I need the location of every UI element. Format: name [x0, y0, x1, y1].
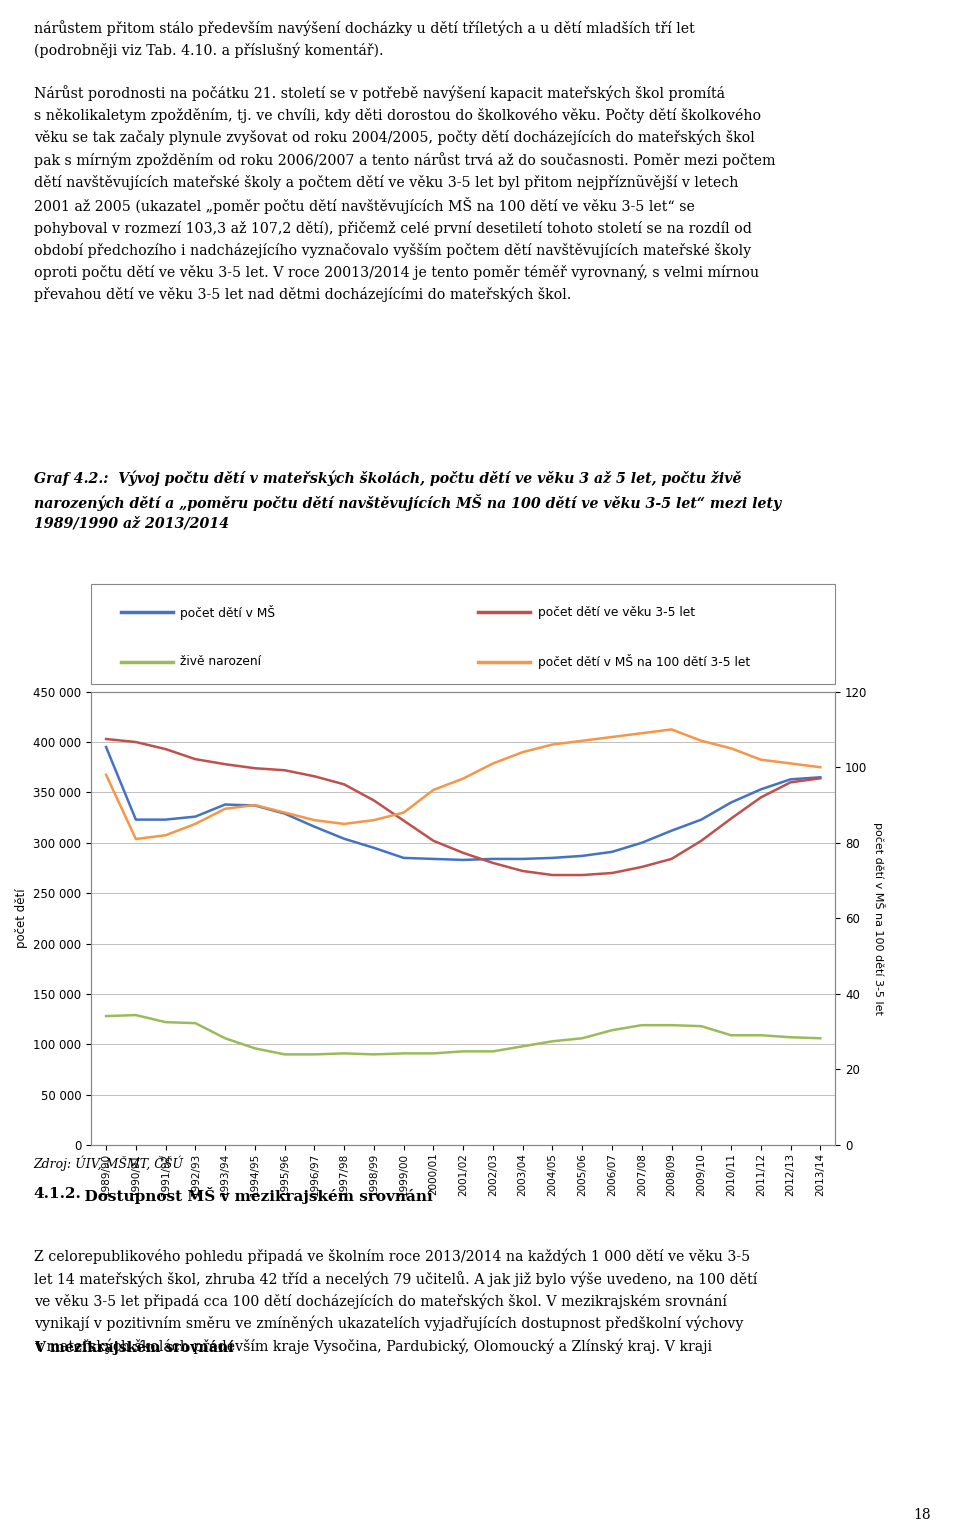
Text: počet dětí v MŠ na 100 dětí 3-5 let: počet dětí v MŠ na 100 dětí 3-5 let [538, 655, 750, 670]
Text: počet dětí ve věku 3-5 let: počet dětí ve věku 3-5 let [538, 606, 695, 618]
Text: počet dětí v MŠ: počet dětí v MŠ [180, 604, 276, 619]
FancyBboxPatch shape [91, 584, 835, 684]
Text: Z celorepublikového pohledu připadá ve školním roce 2013/2014 na každých 1 000 d: Z celorepublikového pohledu připadá ve š… [34, 1248, 756, 1354]
Y-axis label: počet dětí: počet dětí [14, 888, 28, 948]
Text: Zdroj: ÚIV, MŠMT, ČŠÚ: Zdroj: ÚIV, MŠMT, ČŠÚ [34, 1156, 183, 1171]
Text: 4.1.2.: 4.1.2. [34, 1187, 82, 1200]
Y-axis label: počet dětí v MŠ na 100 dětí 3-5 let: počet dětí v MŠ na 100 dětí 3-5 let [873, 822, 885, 1014]
Text: V mezikrajském srovnání: V mezikrajském srovnání [34, 1340, 233, 1356]
Text: 18: 18 [914, 1508, 931, 1522]
Text: živě narození: živě narození [180, 655, 261, 669]
Text: Dostupnost MŠ v mezikrajském srovnání: Dostupnost MŠ v mezikrajském srovnání [74, 1187, 433, 1203]
Text: nárůstem přitom stálo především navýšení docházky u dětí tříletých a u dětí mlad: nárůstem přitom stálo především navýšení… [34, 20, 775, 303]
Text: Graf 4.2.:  Vývoj počtu dětí v mateřských školách, počtu dětí ve věku 3 až 5 let: Graf 4.2.: Vývoj počtu dětí v mateřských… [34, 470, 780, 530]
